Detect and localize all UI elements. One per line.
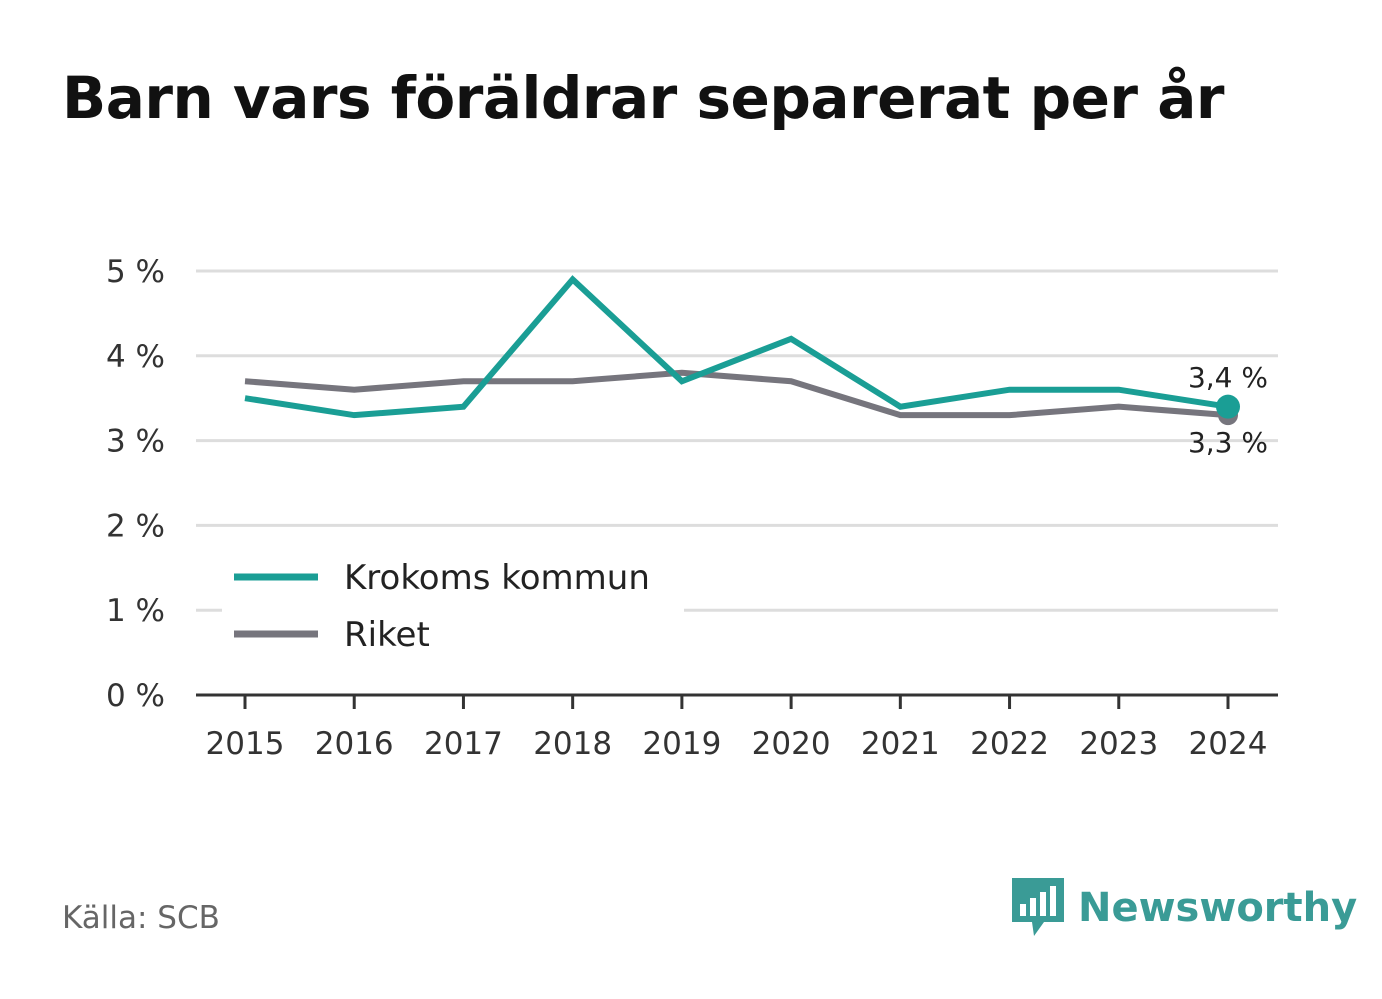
bar-chart-logo-icon: [1012, 878, 1064, 936]
chart-title: Barn vars föräldrar separerat per år: [62, 64, 1224, 132]
source-note: Källa: SCB: [62, 900, 220, 936]
end-label-riket: 3,3 %: [1188, 426, 1268, 459]
brand-name: Newsworthy: [1078, 885, 1358, 931]
y-tick-label: 2 %: [106, 508, 165, 544]
legend-box: [222, 548, 684, 666]
x-tick-label: 2016: [315, 726, 394, 762]
x-axis: 2015 2016 2017 2018 2019 2020 2021 2022 2023 2024: [196, 693, 1278, 762]
y-tick-label: 1 %: [106, 593, 165, 629]
x-tick-label: 2019: [642, 726, 721, 762]
end-labels: 3,4 % 3,3 %: [1188, 361, 1268, 459]
x-tick-label: 2023: [1079, 726, 1158, 762]
series-lines: [244, 275, 1240, 426]
end-point-krokoms: [1216, 394, 1240, 419]
legend-label: Riket: [344, 615, 430, 655]
legend-label: Krokoms kommun: [344, 558, 650, 598]
x-tick-label: 2022: [970, 726, 1049, 762]
end-label-krokoms: 3,4 %: [1188, 361, 1268, 394]
x-tick-label: 2015: [206, 726, 285, 762]
y-tick-label: 3 %: [106, 424, 165, 460]
x-tick-label: 2017: [424, 726, 503, 762]
series-line: [244, 369, 1229, 419]
series-line: [244, 275, 1229, 419]
x-tick-label: 2018: [533, 726, 612, 762]
newsworthy-logo[interactable]: Newsworthy: [1012, 878, 1357, 938]
x-tick-label: 2024: [1189, 726, 1268, 762]
y-axis-tick-labels: 0 % 1 % 2 % 3 % 4 % 5 %: [106, 254, 165, 714]
x-tick-label: 2021: [861, 726, 940, 762]
y-tick-label: 0 %: [106, 678, 165, 714]
y-tick-label: 5 %: [106, 254, 165, 290]
y-tick-label: 4 %: [106, 339, 165, 375]
legend: Krokoms kommun Riket: [222, 548, 684, 666]
x-tick-label: 2020: [752, 726, 831, 762]
